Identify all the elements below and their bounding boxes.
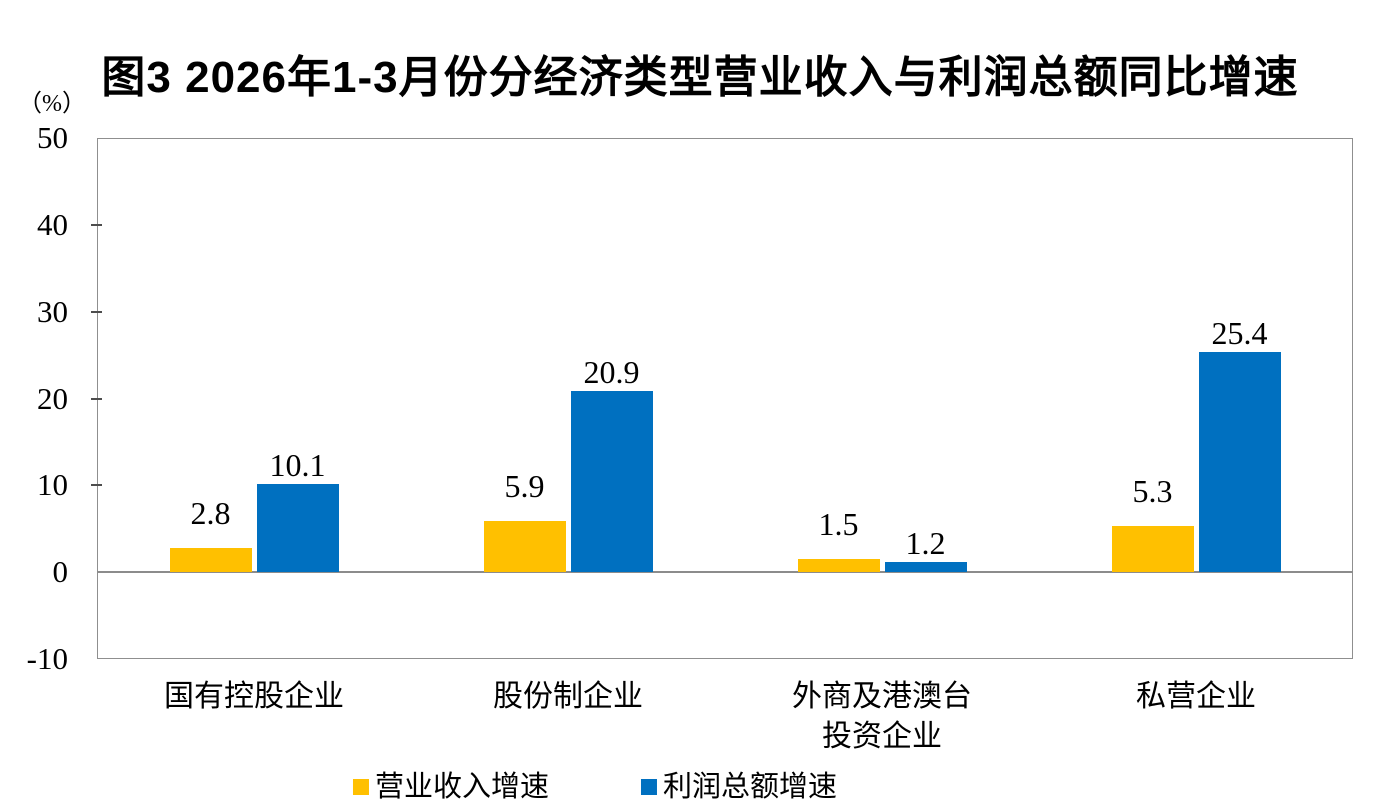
y-tick-label: 0: [52, 554, 69, 590]
category-label: 股份制企业: [493, 677, 643, 717]
category-label: 国有控股企业: [164, 677, 344, 717]
plot-area: [97, 138, 1353, 659]
legend: 营业收入增速 利润总额增速: [352, 770, 837, 804]
bar-利润总额增速-股份制企业: [570, 390, 653, 573]
y-tick-label: -10: [26, 641, 68, 676]
y-tick-label: 30: [37, 293, 68, 329]
category-label-line: 投资企业: [822, 720, 942, 753]
data-label: 5.3: [1132, 473, 1173, 510]
y-tick-label: 40: [37, 206, 68, 242]
bar-利润总额增速-私营企业: [1198, 351, 1281, 573]
data-label: 1.2: [905, 524, 946, 561]
data-label: 2.8: [190, 494, 231, 531]
bar-营业收入增速-外商及港澳台投资企业: [797, 559, 880, 573]
zero-axis-line: [97, 571, 1353, 574]
category-label-line: 股份制企业: [493, 680, 643, 713]
legend-entry: 利润总额增速: [641, 770, 837, 804]
y-tick-label: 50: [37, 120, 68, 155]
bar-营业收入增速-私营企业: [1111, 526, 1194, 573]
data-label: 25.4: [1211, 314, 1268, 351]
data-label: 10.1: [269, 447, 326, 484]
y-tick-label: 20: [37, 380, 68, 416]
legend-swatch-icon: [352, 779, 369, 795]
legend-label: 利润总额增速: [663, 771, 838, 803]
bar-利润总额增速-外商及港澳台投资企业: [884, 561, 967, 573]
y-tick-mark: [91, 397, 102, 400]
y-tick-label: 10: [37, 467, 68, 503]
category-label-line: 外商及港澳台: [792, 680, 972, 713]
y-axis-unit-label: （%）: [18, 91, 86, 117]
category-label: 私营企业: [1136, 677, 1256, 717]
bar-营业收入增速-股份制企业: [483, 520, 566, 573]
y-tick-mark: [91, 310, 102, 313]
data-label: 1.5: [818, 506, 859, 543]
y-tick-mark: [91, 484, 102, 487]
y-tick-mark: [91, 223, 102, 226]
bar-利润总额增速-国有控股企业: [256, 484, 339, 573]
data-label: 20.9: [583, 353, 640, 390]
legend-label: 营业收入增速: [374, 771, 549, 803]
chart-title: 图3 2026年1-3月份分经济类型营业收入与利润总额同比增速: [101, 53, 1299, 102]
legend-entry: 营业收入增速: [352, 770, 549, 804]
data-label: 5.9: [504, 467, 545, 504]
category-label-line: 私营企业: [1136, 680, 1256, 713]
category-label: 外商及港澳台 投资企业: [792, 677, 972, 757]
legend-swatch-icon: [641, 779, 657, 795]
category-label-line: 国有控股企业: [164, 680, 344, 713]
bar-营业收入增速-国有控股企业: [169, 547, 252, 573]
